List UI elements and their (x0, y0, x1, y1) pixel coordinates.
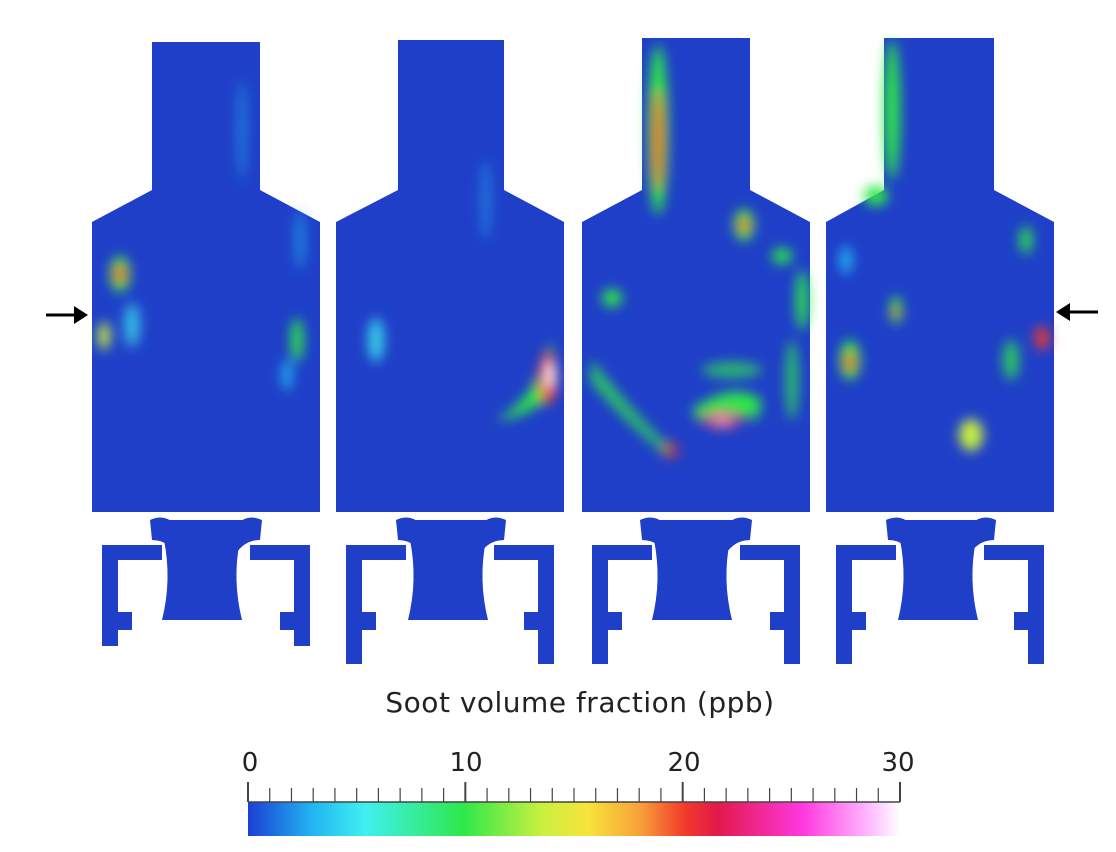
colorbar-tick-0: 0 (241, 748, 259, 778)
left-blade (150, 517, 184, 560)
right-duct (740, 545, 800, 664)
colorbar-tick-30: 30 (881, 748, 915, 778)
colorbar-tick-10: 10 (449, 748, 483, 778)
right-duct (984, 545, 1044, 664)
right-blade (228, 517, 262, 560)
chamber-body (582, 38, 810, 512)
panel-3 (582, 38, 810, 664)
colorbar-title: Soot volume fraction (ppb) (385, 686, 775, 719)
soot-features (840, 40, 1049, 451)
panel-4 (826, 38, 1054, 664)
soot-features (590, 45, 808, 458)
arrow-left-icon (1056, 303, 1098, 321)
right-blade (718, 517, 752, 560)
right-blade (472, 517, 506, 560)
chamber-body (92, 42, 320, 512)
colorbar-tick-20: 20 (667, 748, 701, 778)
colorbar-ticks (247, 782, 901, 802)
left-blade (640, 517, 674, 560)
panel-1 (92, 42, 320, 646)
left-blade (396, 517, 430, 560)
soot-features (98, 80, 305, 391)
left-duct (836, 545, 896, 664)
chamber-body (826, 38, 1054, 512)
arrow-right-icon (46, 306, 88, 324)
left-duct (102, 545, 162, 646)
soot-features (368, 160, 557, 420)
colorbar (247, 782, 901, 836)
left-duct (592, 545, 652, 664)
right-blade (962, 517, 996, 560)
left-blade (886, 517, 920, 560)
chamber-body (336, 40, 564, 512)
right-duct (250, 545, 310, 646)
panel-2 (336, 40, 564, 664)
colorbar-gradient (248, 802, 900, 836)
left-duct (346, 545, 406, 664)
right-duct (494, 545, 554, 664)
